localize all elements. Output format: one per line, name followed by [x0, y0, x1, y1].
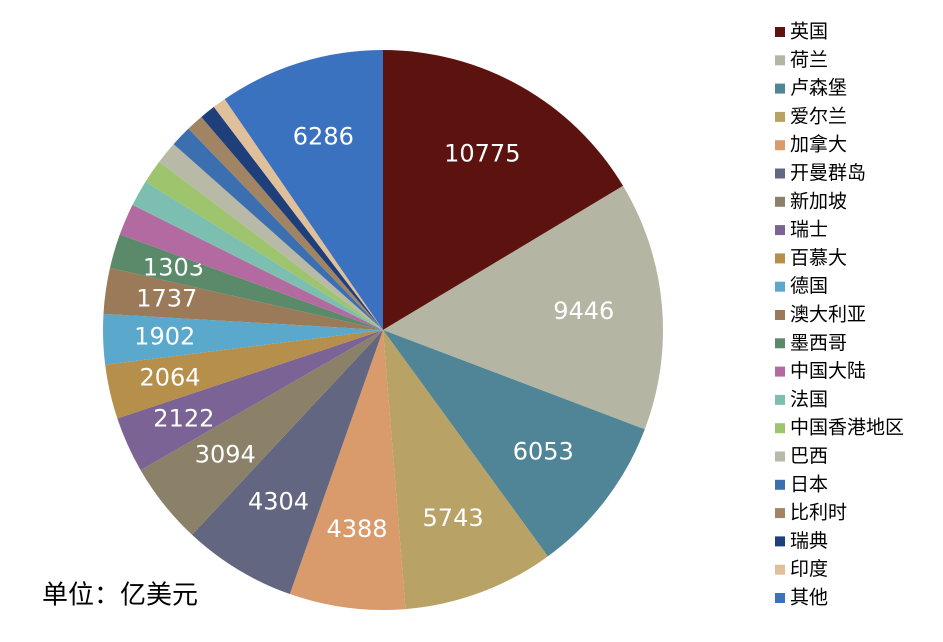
legend-swatch	[775, 394, 785, 405]
legend-label: 开曼群岛	[790, 162, 866, 184]
pie-slice	[103, 313, 383, 365]
data-label: 10775	[444, 140, 520, 168]
legend-swatch	[775, 310, 785, 320]
legend-label: 中国香港地区	[790, 417, 904, 439]
pie-slice	[192, 330, 383, 595]
legend-label: 日本	[790, 473, 828, 495]
legend-label: 比利时	[790, 502, 847, 524]
legend-swatch	[775, 253, 785, 264]
pie-slice	[159, 144, 383, 330]
data-label: 9446	[553, 297, 614, 325]
legend-swatch	[775, 564, 785, 575]
legend-label: 百慕大	[790, 247, 847, 269]
pie-slice	[383, 330, 645, 557]
legend-label: 德国	[790, 275, 828, 297]
data-label: 2122	[153, 405, 214, 433]
pie-slice	[105, 330, 383, 419]
pie-slice	[201, 106, 383, 330]
legend-swatch	[775, 536, 785, 547]
legend-swatch	[775, 451, 785, 462]
pie-slice	[140, 330, 383, 535]
legend-swatch	[775, 55, 785, 66]
legend-label: 爱尔兰	[790, 105, 847, 127]
legend-label: 印度	[790, 558, 828, 580]
data-label: 6053	[513, 437, 574, 465]
pie-slice	[145, 161, 383, 330]
pie-slice	[383, 185, 663, 430]
data-label: 4388	[326, 515, 387, 543]
legend-label: 加拿大	[790, 133, 847, 156]
pie-slice	[173, 128, 383, 330]
unit-note: 单位：亿美元	[42, 581, 198, 611]
legend-swatch	[775, 140, 785, 151]
legend-label: 法国	[790, 388, 828, 410]
legend-swatch	[775, 479, 785, 490]
pie-slice	[188, 116, 383, 330]
legend-swatch	[775, 196, 785, 207]
data-label: 2064	[139, 363, 200, 391]
pie-slice	[213, 99, 383, 330]
data-label: 1902	[134, 322, 195, 350]
pie-slice	[289, 330, 406, 610]
legend-label: 卢森堡	[790, 77, 847, 99]
data-label: 1737	[136, 284, 197, 312]
legend-swatch	[775, 508, 785, 519]
pie-slice	[383, 50, 624, 330]
legend-swatch	[775, 423, 785, 434]
legend-swatch	[775, 83, 785, 94]
pie-slice	[117, 330, 383, 471]
pie-slice	[119, 204, 384, 330]
legend-label: 荷兰	[790, 49, 828, 71]
pie-slice	[109, 234, 383, 330]
legend-swatch	[775, 225, 785, 236]
legend-swatch	[775, 366, 785, 377]
legend-label: 瑞士	[790, 219, 828, 241]
legend-label: 巴西	[790, 445, 828, 467]
legend-swatch	[775, 168, 785, 179]
legend-label: 其他	[790, 587, 828, 609]
data-label: 5743	[423, 504, 484, 532]
legend-swatch	[775, 593, 785, 603]
legend-swatch	[775, 27, 785, 37]
legend-label: 英国	[790, 21, 828, 43]
legend-label: 墨西哥	[790, 332, 847, 354]
pie-slice	[383, 330, 548, 610]
legend-label: 新加坡	[790, 190, 847, 212]
legend-label: 瑞典	[790, 530, 828, 552]
legend-swatch	[775, 338, 785, 349]
legend-label: 中国大陆	[790, 360, 866, 382]
pie-slice	[224, 50, 383, 330]
data-label: 4304	[248, 487, 309, 515]
data-label: 6286	[293, 122, 354, 150]
legend-label: 澳大利亚	[790, 304, 866, 326]
legend-swatch	[775, 111, 785, 122]
legend-swatch	[775, 281, 785, 292]
pie-slice	[132, 181, 383, 330]
data-label: 3094	[195, 441, 256, 469]
pie-slice	[103, 267, 384, 330]
